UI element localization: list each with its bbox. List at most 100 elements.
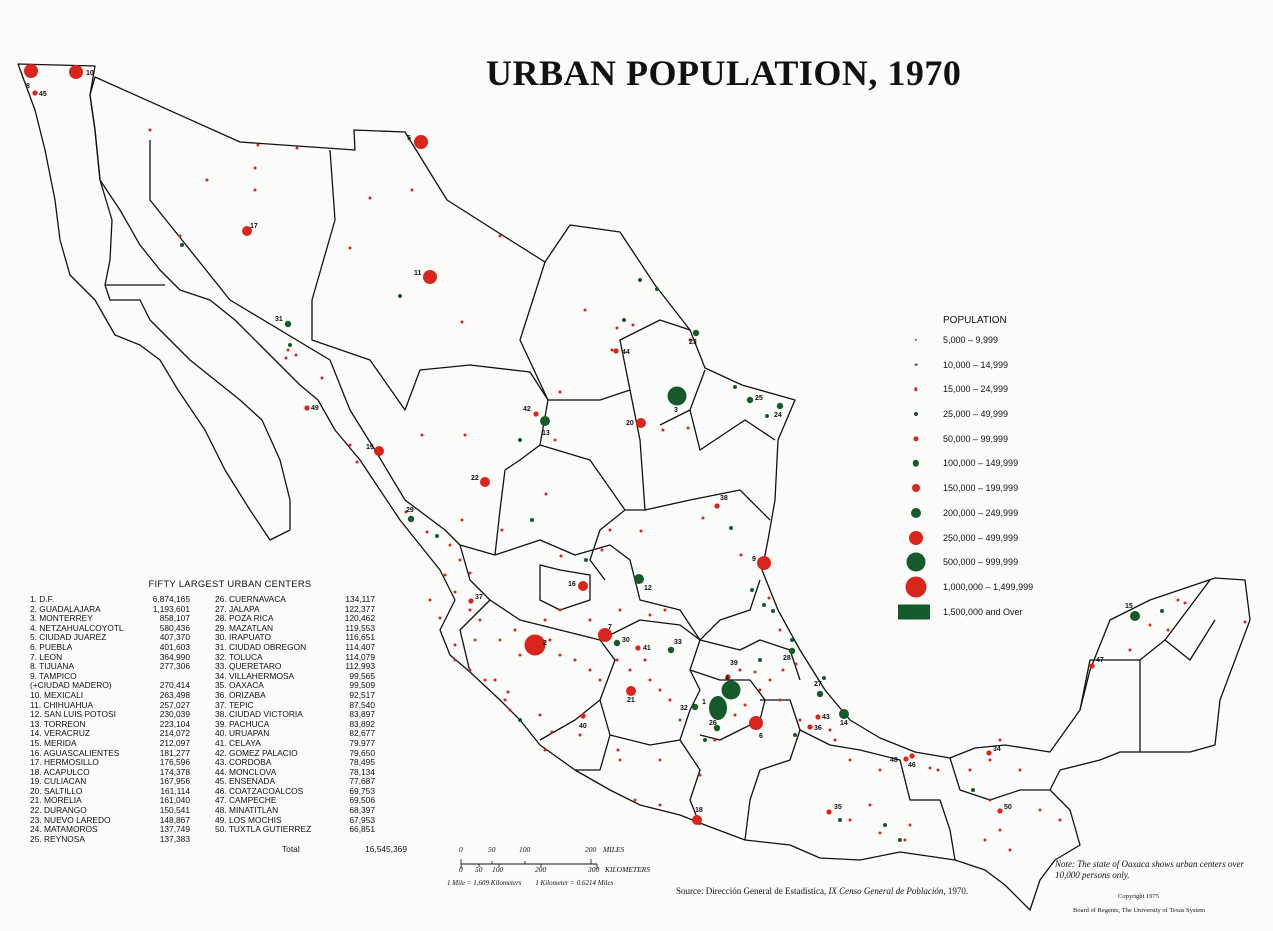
- city-name: 5. CIUDAD JUAREZ: [30, 633, 107, 643]
- city-population: 364,990: [159, 651, 190, 662]
- city-name: 11. CHIHUAHUA: [30, 700, 94, 710]
- city-name: 24. MATAMOROS: [30, 825, 98, 835]
- legend-label: 10,000 – 14,999: [943, 359, 1009, 370]
- settlement-dot: [558, 653, 562, 657]
- settlement-dot: [701, 516, 705, 520]
- legend-item: 1,500,000 and Over: [898, 604, 1098, 631]
- city-number-label: 44: [622, 349, 630, 356]
- city-number-label: 40: [579, 723, 587, 730]
- settlement-dot: [628, 668, 632, 672]
- city-row: 28. POZA RICA 120,462: [215, 614, 400, 624]
- city-marker: [32, 90, 38, 96]
- city-marker: [691, 703, 699, 711]
- city-number-label: 5: [407, 135, 411, 142]
- settlement-dot: [498, 234, 502, 238]
- city-number-label: 47: [1096, 657, 1104, 664]
- city-marker: [839, 709, 849, 719]
- settlement-dot: [178, 234, 182, 238]
- city-row: 6. PUEBLA 401,603: [30, 642, 215, 653]
- city-name: 7. LEON: [30, 652, 63, 662]
- city-dots-layer: [24, 64, 1247, 852]
- settlement-dot: [518, 653, 522, 657]
- city-population: 92,517: [349, 689, 375, 700]
- legend-symbol: [912, 484, 920, 493]
- settlement-dot: [1148, 623, 1152, 627]
- legend-item: 10,000 – 14,999: [898, 359, 1098, 384]
- city-number-label: 34: [993, 746, 1001, 753]
- settlement-dot: [473, 638, 477, 642]
- city-marker: [709, 696, 727, 720]
- city-row: 27. JALAPA 122,377: [215, 604, 400, 615]
- city-marker: [480, 477, 490, 487]
- settlement-dot: [781, 668, 785, 672]
- city-row: 36. ORIZABA 92,517: [215, 689, 400, 701]
- city-name: 2. GUADALAJARA: [30, 604, 101, 614]
- settlement-dot: [348, 246, 352, 250]
- city-population: 83,897: [349, 709, 375, 720]
- map-title: URBAN POPULATION, 1970: [486, 53, 962, 93]
- city-row: 19. CULIACAN 167,956: [30, 777, 215, 787]
- city-number-label: 21: [627, 697, 635, 704]
- city-number-label: 35: [834, 804, 842, 811]
- city-population: 212,097: [159, 737, 190, 748]
- city-row: 21. MORELIA 161,040: [30, 796, 215, 806]
- legend-symbol: [905, 576, 927, 598]
- miles-unit: MILES: [603, 845, 625, 854]
- settlement-dot: [548, 638, 552, 642]
- city-row: 37. TEPIC 87,540: [215, 700, 400, 711]
- legend-symbol: [914, 412, 918, 417]
- city-name: 17. HERMOSILLO: [30, 758, 99, 768]
- city-name: 40. URUAPAN: [215, 729, 270, 739]
- settlement-dot: [398, 294, 402, 298]
- settlement-dot: [493, 678, 497, 682]
- legend-symbol: [913, 436, 919, 442]
- city-number-label: 48: [890, 757, 898, 764]
- city-population: 83,892: [349, 718, 375, 729]
- city-population: 263,498: [159, 689, 190, 700]
- settlement-dot: [615, 326, 619, 330]
- settlement-dot: [1128, 648, 1132, 652]
- city-name: (+CIUDAD MADERO): [30, 681, 112, 691]
- city-name: 43. CORDOBA: [215, 758, 272, 768]
- city-marker: [725, 674, 731, 680]
- city-row: 17. HERMOSILLO 176,596: [30, 757, 215, 768]
- settlement-dot: [550, 730, 554, 734]
- city-row: 16. AGUASCALIENTES 181,277: [30, 748, 215, 759]
- city-population: 150,541: [159, 805, 190, 816]
- city-population: 78,495: [349, 757, 375, 768]
- city-marker: [524, 634, 546, 656]
- city-number-label: 43: [822, 714, 830, 721]
- legend-symbol: [906, 552, 926, 572]
- city-row: 11. CHIHUAHUA 257,027: [30, 700, 215, 711]
- settlement-dot: [1038, 808, 1042, 812]
- settlement-dot: [778, 628, 782, 632]
- settlement-dot: [615, 658, 619, 662]
- city-row: 30. IRAPUATO 116,651: [215, 633, 400, 643]
- legend-title: POPULATION: [943, 315, 1007, 326]
- city-population: 66,851: [349, 824, 375, 835]
- city-marker: [598, 628, 612, 642]
- legend-item: 50,000 – 99,999: [898, 433, 1098, 458]
- city-name: 18. ACAPULCO: [30, 767, 90, 777]
- settlement-dot: [543, 748, 547, 752]
- settlement-dot: [878, 831, 882, 835]
- legend-item: 150,000 – 199,999: [898, 482, 1098, 507]
- settlement-dot: [639, 529, 643, 533]
- city-number-label: 18: [695, 807, 703, 814]
- settlement-dot: [608, 528, 612, 532]
- settlement-dot: [458, 558, 462, 562]
- largest-cities-table: FIFTY LARGEST URBAN CENTERS 1. D.F. 6,874…: [30, 578, 407, 854]
- settlement-dot: [798, 718, 802, 722]
- city-marker: [304, 405, 310, 411]
- city-number-label: 2: [543, 640, 547, 647]
- cities-table-title: FIFTY LARGEST URBAN CENTERS: [148, 578, 312, 589]
- settlement-dot: [936, 768, 940, 772]
- legend-item: 200,000 – 249,999: [898, 507, 1098, 532]
- legend-symbol: [914, 387, 918, 392]
- settlement-dot: [518, 438, 522, 442]
- board-credit: Board of Regents, The University of Texa…: [1073, 907, 1206, 914]
- city-labels-layer: 1234567891011121314151617181920212223242…: [26, 70, 1133, 814]
- city-name: 45. ENSENADA: [215, 777, 276, 787]
- settlement-dot: [518, 718, 522, 722]
- city-number-label: 27: [814, 681, 822, 688]
